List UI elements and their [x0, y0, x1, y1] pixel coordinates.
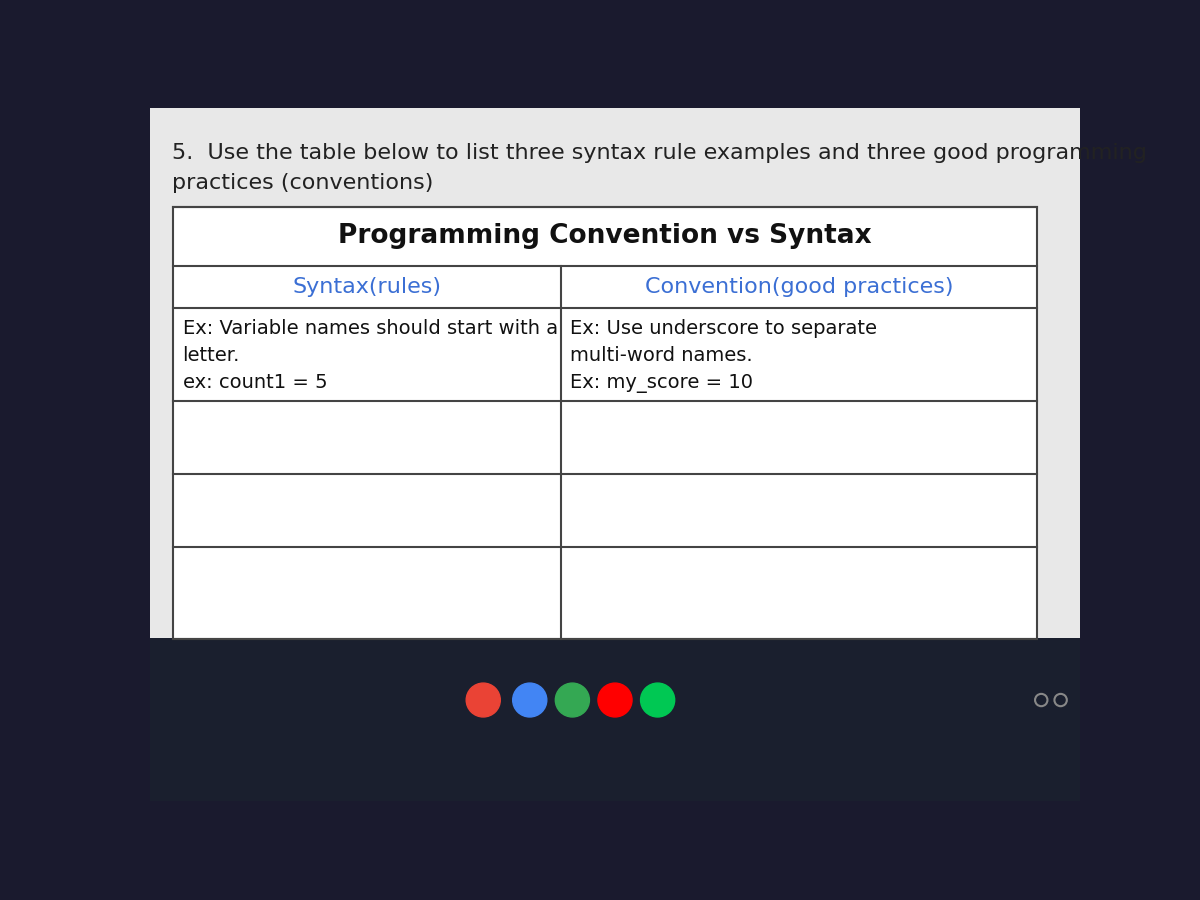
Text: Syntax(rules): Syntax(rules) — [293, 277, 442, 297]
Bar — [150, 108, 1080, 638]
Circle shape — [598, 683, 632, 717]
Text: practices (conventions): practices (conventions) — [172, 174, 433, 194]
Circle shape — [641, 683, 674, 717]
Circle shape — [512, 683, 547, 717]
Text: Ex: Variable names should start with a
letter.
ex: count1 = 5: Ex: Variable names should start with a l… — [182, 319, 558, 392]
Circle shape — [466, 683, 500, 717]
Bar — [150, 638, 1080, 801]
Circle shape — [556, 683, 589, 717]
Text: 5.  Use the table below to list three syntax rule examples and three good progra: 5. Use the table below to list three syn… — [172, 142, 1146, 163]
Text: Programming Convention vs Syntax: Programming Convention vs Syntax — [338, 223, 872, 249]
Text: Convention(good practices): Convention(good practices) — [644, 277, 953, 297]
Text: Ex: Use underscore to separate
multi-word names.
Ex: my_score = 10: Ex: Use underscore to separate multi-wor… — [570, 319, 877, 393]
Bar — [173, 207, 1037, 639]
